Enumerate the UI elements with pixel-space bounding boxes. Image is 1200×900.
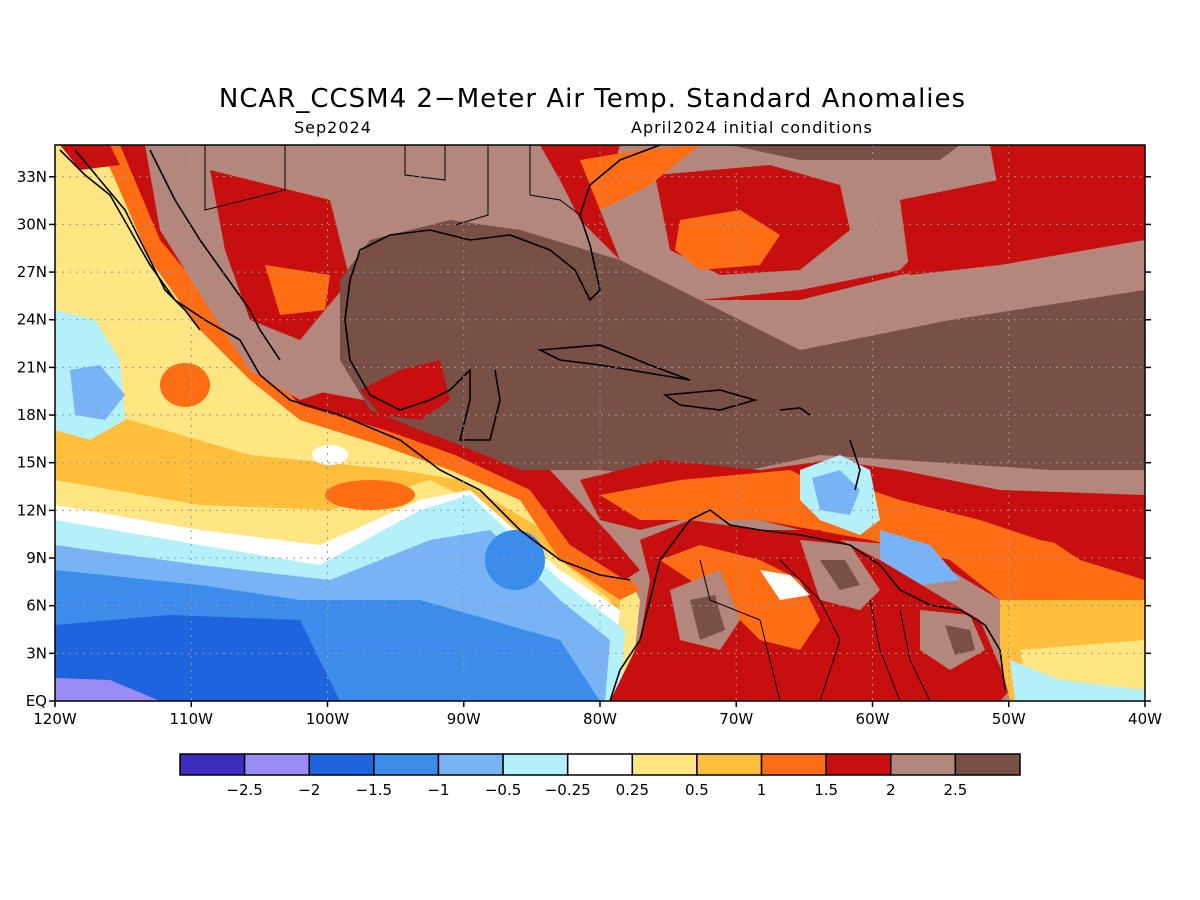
colorbar-label: 0.25 (616, 781, 649, 799)
colorbar-label: −2.5 (226, 781, 262, 799)
colorbar-label: −2 (298, 781, 320, 799)
colorbar-label: 2 (886, 781, 896, 799)
lat-tick-label: 18N (17, 406, 47, 424)
lat-tick-label: 21N (17, 358, 47, 376)
colorbar-label: 1 (757, 781, 767, 799)
colorbar-label: −1.5 (356, 781, 392, 799)
lat-tick-label: 27N (17, 263, 47, 281)
colorbar: −2.5 −2 −1.5 −1 −0.5 −0.25 0.25 0.5 1 1.5 2 2.5 (179, 753, 1021, 799)
coastlines (59, 145, 1006, 701)
colorbar-swatch (308, 753, 375, 776)
colorbar-swatch (696, 753, 763, 776)
lon-tick-label: 90W (447, 710, 481, 728)
colorbar-label: −1 (427, 781, 449, 799)
colorbar-label: −0.5 (485, 781, 521, 799)
lon-tick-label: 100W (306, 710, 350, 728)
axis-ticks: 120W 110W 100W 90W 80W 70W 60W 50W 40W EQ 3N 6N 9N 12… (17, 168, 1162, 728)
lat-tick-label: 3N (26, 644, 47, 662)
colorbar-swatch (631, 753, 698, 776)
colorbar-label: 2.5 (943, 781, 967, 799)
lon-tick-label: 50W (992, 710, 1026, 728)
lat-tick-label: 33N (17, 168, 47, 186)
colorbar-label: 1.5 (814, 781, 838, 799)
lon-tick-label: 70W (719, 710, 753, 728)
grid-lines (55, 145, 1145, 701)
political-borders (204, 145, 931, 701)
lon-tick-label: 60W (856, 710, 890, 728)
colorbar-swatch (502, 753, 569, 776)
colorbar-swatch (437, 753, 504, 776)
lat-tick-label: 12N (17, 501, 47, 519)
colorbar-label: −0.25 (545, 781, 591, 799)
anomaly-field (55, 145, 1145, 701)
lat-tick-label: 15N (17, 454, 47, 472)
colorbar-swatch (760, 753, 827, 776)
colorbar-label: 0.5 (685, 781, 709, 799)
lon-tick-label: 80W (583, 710, 617, 728)
lat-tick-label: 6N (26, 597, 47, 615)
lon-tick-label: 120W (33, 710, 77, 728)
forecast-month: Sep2024 (294, 118, 372, 137)
lat-tick-label: 30N (17, 215, 47, 233)
colorbar-swatch (890, 753, 957, 776)
lon-tick-label: 40W (1128, 710, 1162, 728)
colorbar-swatch (373, 753, 440, 776)
map-title: NCAR_CCSM4 2−Meter Air Temp. Standard An… (218, 84, 967, 114)
colorbar-swatch (954, 753, 1021, 776)
initial-conditions: April2024 initial conditions (631, 118, 873, 137)
lat-tick-label: 9N (26, 549, 47, 567)
colorbar-swatch (243, 753, 310, 776)
lat-tick-label: 24N (17, 311, 47, 329)
colorbar-swatch (179, 753, 246, 776)
colorbar-swatch (566, 753, 634, 776)
lat-tick-label: EQ (26, 692, 47, 710)
lon-tick-label: 110W (170, 710, 214, 728)
colorbar-swatch (825, 753, 892, 776)
